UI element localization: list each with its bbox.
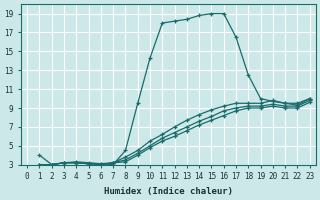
X-axis label: Humidex (Indice chaleur): Humidex (Indice chaleur) [104, 187, 233, 196]
